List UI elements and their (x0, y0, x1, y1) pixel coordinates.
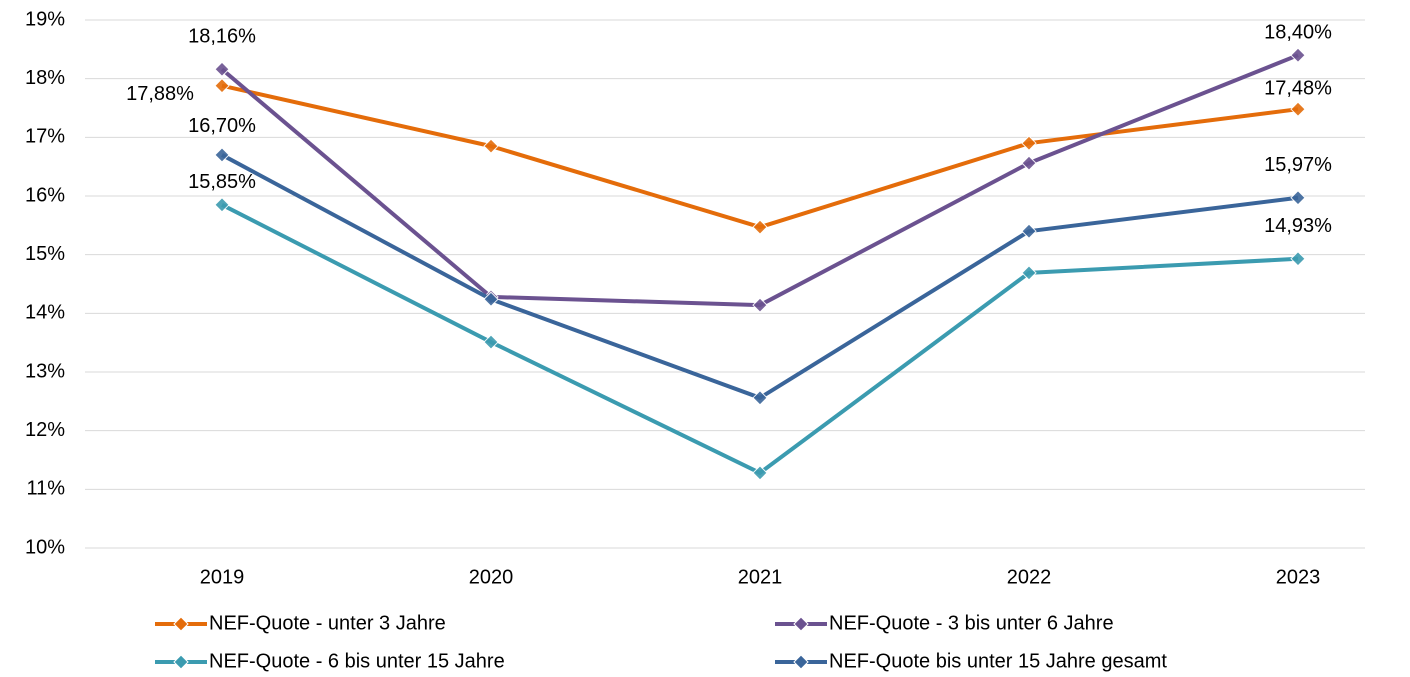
y-tick-label: 17% (25, 126, 65, 148)
y-tick-label: 15% (25, 243, 65, 265)
legend-marker (173, 654, 189, 670)
marker (1021, 135, 1037, 151)
legend-label: NEF-Quote - 6 bis unter 15 Jahre (209, 650, 505, 672)
data-label: 15,97% (1264, 154, 1332, 176)
data-label: 18,40% (1264, 21, 1332, 43)
marker (752, 219, 768, 235)
data-label: 15,85% (188, 171, 256, 193)
marker (1021, 265, 1037, 281)
marker (752, 465, 768, 481)
marker (483, 291, 499, 307)
data-label: 18,16% (188, 26, 256, 48)
marker (1290, 251, 1306, 267)
y-tick-label: 18% (25, 67, 65, 89)
x-tick-label: 2021 (738, 566, 783, 588)
x-tick-label: 2019 (200, 566, 245, 588)
y-tick-label: 12% (25, 419, 65, 441)
data-label: 17,48% (1264, 77, 1332, 99)
marker (483, 334, 499, 350)
legend-marker (793, 616, 809, 632)
legend-marker (793, 654, 809, 670)
y-tick-label: 11% (26, 478, 65, 500)
legend-marker (173, 616, 189, 632)
data-label: 14,93% (1264, 215, 1332, 237)
legend-label: NEF-Quote - 3 bis unter 6 Jahre (829, 612, 1114, 634)
marker (483, 138, 499, 154)
marker (1290, 47, 1306, 63)
series-line (221, 153, 1299, 400)
marker (214, 197, 230, 213)
y-tick-label: 14% (25, 302, 65, 324)
marker (1021, 223, 1037, 239)
y-tick-label: 10% (25, 536, 65, 558)
y-tick-label: 13% (25, 360, 65, 382)
marker (752, 390, 768, 406)
marker (1290, 101, 1306, 117)
x-tick-label: 2022 (1007, 566, 1052, 588)
legend-label: NEF-Quote - unter 3 Jahre (209, 612, 446, 634)
marker (1290, 190, 1306, 206)
data-label: 17,88% (126, 83, 194, 105)
data-label: 16,70% (188, 115, 256, 137)
marker (752, 297, 768, 313)
y-tick-label: 19% (25, 8, 65, 30)
x-tick-label: 2020 (469, 566, 514, 588)
series-line (221, 203, 1299, 475)
marker (1021, 155, 1037, 171)
x-tick-label: 2023 (1276, 566, 1321, 588)
marker (214, 147, 230, 163)
legend-label: NEF-Quote bis unter 15 Jahre gesamt (829, 650, 1167, 672)
marker (214, 61, 230, 77)
y-tick-label: 16% (25, 184, 65, 206)
marker (214, 77, 230, 94)
